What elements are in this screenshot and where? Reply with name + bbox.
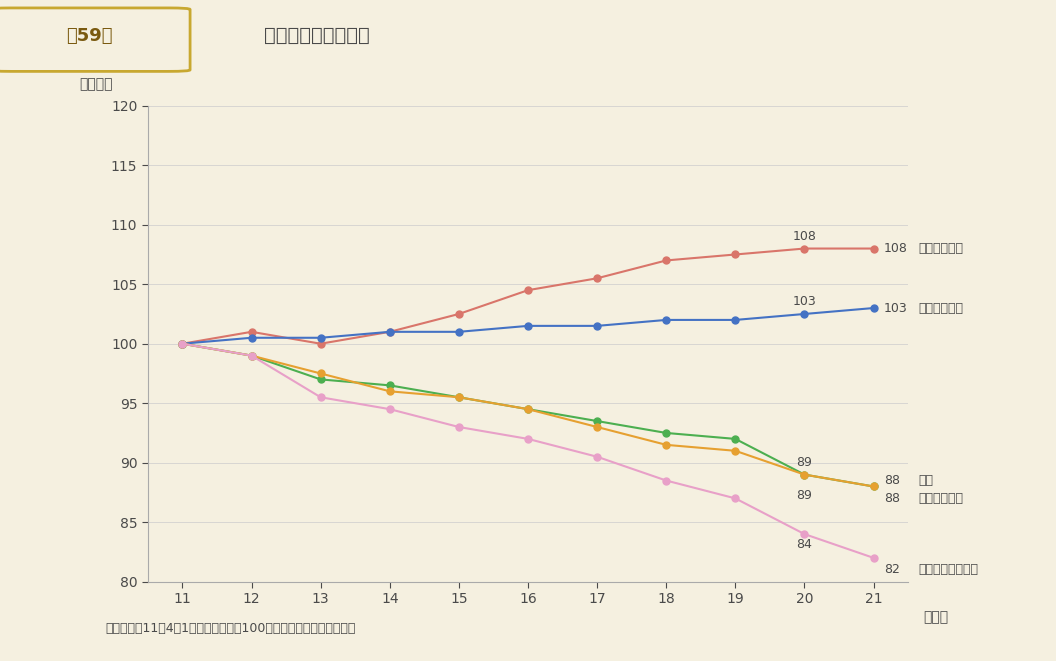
- Text: 教育関係職員: 教育関係職員: [919, 492, 963, 505]
- Text: 84: 84: [796, 537, 812, 551]
- Text: 89: 89: [796, 489, 812, 502]
- Text: 103: 103: [793, 295, 816, 308]
- Text: （注）平成11年4月1日現在の人数を100とした場合の指数である。: （注）平成11年4月1日現在の人数を100とした場合の指数である。: [106, 621, 356, 635]
- Text: 88: 88: [884, 492, 900, 505]
- Text: 108: 108: [884, 242, 908, 255]
- Text: （指数）: （指数）: [79, 77, 113, 91]
- Text: 88: 88: [884, 474, 900, 487]
- Text: 82: 82: [884, 563, 900, 576]
- Text: 総計: 総計: [919, 474, 934, 487]
- Text: 地方公務員数の推移: 地方公務員数の推移: [264, 26, 370, 45]
- FancyBboxPatch shape: [0, 8, 190, 71]
- Text: 消防関係職員: 消防関係職員: [919, 301, 963, 315]
- Text: 108: 108: [793, 229, 816, 243]
- Text: 89: 89: [796, 455, 812, 469]
- Text: 一般行政関係職員: 一般行政関係職員: [919, 563, 979, 576]
- Text: 103: 103: [884, 301, 908, 315]
- Text: 第59図: 第59図: [67, 26, 113, 45]
- Text: （年）: （年）: [923, 610, 948, 624]
- Text: 警察関係職員: 警察関係職員: [919, 242, 963, 255]
